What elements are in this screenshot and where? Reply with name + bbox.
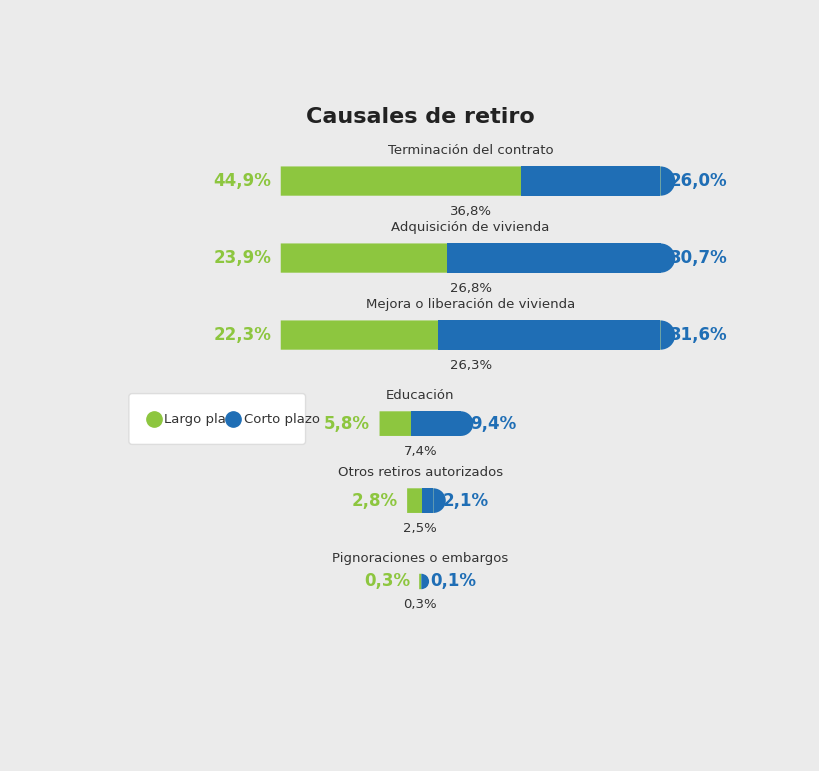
Text: 44,9%: 44,9% <box>213 172 271 190</box>
Text: Mejora o liberación de vivienda: Mejora o liberación de vivienda <box>365 298 575 311</box>
Text: 36,8%: 36,8% <box>449 205 491 218</box>
Text: 26,0%: 26,0% <box>669 172 726 190</box>
Text: 23,9%: 23,9% <box>213 249 271 267</box>
Wedge shape <box>433 488 446 513</box>
Text: 2,5%: 2,5% <box>403 522 437 535</box>
Text: Pignoraciones o embargos: Pignoraciones o embargos <box>332 551 508 564</box>
Text: Otros retiros autorizados: Otros retiros autorizados <box>337 466 502 479</box>
Text: 2,1%: 2,1% <box>442 492 488 510</box>
Bar <box>521 167 659 196</box>
FancyBboxPatch shape <box>406 488 433 513</box>
Text: 0,1%: 0,1% <box>430 573 476 591</box>
Text: Corto plazo: Corto plazo <box>243 412 319 426</box>
Wedge shape <box>460 411 473 436</box>
Text: 30,7%: 30,7% <box>669 249 726 267</box>
Text: 22,3%: 22,3% <box>213 326 271 344</box>
Text: Adquisición de vivienda: Adquisición de vivienda <box>391 221 550 234</box>
Bar <box>437 321 659 350</box>
Text: Largo plazo: Largo plazo <box>165 412 242 426</box>
Wedge shape <box>659 167 674 196</box>
Bar <box>446 244 659 273</box>
Text: Causales de retiro: Causales de retiro <box>305 107 534 127</box>
Bar <box>422 488 433 513</box>
Bar <box>410 411 460 436</box>
Text: 26,3%: 26,3% <box>449 359 491 372</box>
Text: 31,6%: 31,6% <box>669 326 726 344</box>
Text: 9,4%: 9,4% <box>469 415 516 433</box>
Text: 2,8%: 2,8% <box>351 492 397 510</box>
FancyBboxPatch shape <box>419 574 421 589</box>
FancyBboxPatch shape <box>379 411 460 436</box>
Wedge shape <box>421 574 428 589</box>
FancyBboxPatch shape <box>280 321 659 350</box>
Text: 26,8%: 26,8% <box>449 282 491 295</box>
Text: 0,3%: 0,3% <box>403 598 437 611</box>
Text: Educación: Educación <box>386 389 454 402</box>
Text: 5,8%: 5,8% <box>324 415 370 433</box>
Wedge shape <box>659 321 674 350</box>
Text: 7,4%: 7,4% <box>403 445 437 458</box>
FancyBboxPatch shape <box>129 393 305 444</box>
Text: Terminación del contrato: Terminación del contrato <box>387 144 553 157</box>
FancyBboxPatch shape <box>280 167 659 196</box>
FancyBboxPatch shape <box>280 244 659 273</box>
Text: 0,3%: 0,3% <box>364 573 410 591</box>
Wedge shape <box>659 244 674 273</box>
